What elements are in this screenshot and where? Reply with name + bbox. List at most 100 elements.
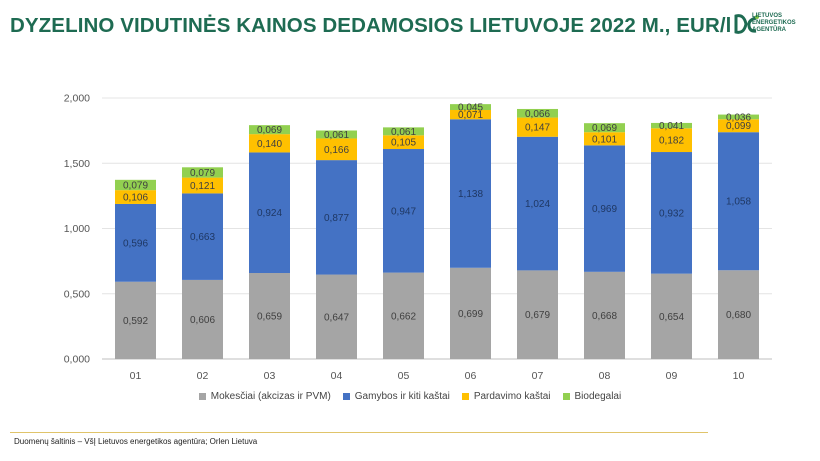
data-label: 0,099 <box>726 121 751 132</box>
bar-segment <box>249 125 290 135</box>
y-tick-label: 0,500 <box>64 288 90 300</box>
x-tick-label: 05 <box>398 370 410 382</box>
footer-divider <box>10 432 708 433</box>
legend-label: Mokesčiai (akcizas ir PVM) <box>210 391 331 402</box>
x-tick-label: 02 <box>197 370 209 382</box>
bar-segment <box>182 193 223 280</box>
data-label: 0,066 <box>525 109 550 120</box>
legend-label: Gamybos ir kiti kaštai <box>354 391 450 402</box>
data-label: 0,061 <box>324 130 349 141</box>
data-label: 0,147 <box>525 123 550 134</box>
bar-segment <box>249 152 290 274</box>
agency-logo <box>734 14 759 34</box>
bar-segment <box>651 273 692 359</box>
chart-legend: Mokesčiai (akcizas ir PVM) Gamybos ir kit… <box>0 391 820 403</box>
legend-item: Biodegalai <box>562 391 622 402</box>
bar-segment <box>115 203 156 282</box>
logo-line: AGENTŪRA <box>752 27 786 33</box>
bar-segment <box>182 177 223 194</box>
x-tick-label: 10 <box>733 370 745 382</box>
data-label: 0,140 <box>257 139 282 150</box>
bar-segment <box>316 138 357 161</box>
bar-segment <box>651 128 692 153</box>
x-tick-label: 01 <box>130 370 142 382</box>
legend-swatch <box>562 393 570 400</box>
bar-segment <box>517 108 558 118</box>
data-label: 0,069 <box>592 123 617 134</box>
data-label: 0,592 <box>123 316 148 327</box>
data-label: 0,101 <box>592 134 617 145</box>
data-label: 0,668 <box>592 311 617 322</box>
legend-label: Biodegalai <box>574 391 622 402</box>
legend-item: Pardavimo kaštai <box>461 391 551 402</box>
bar-segment <box>517 270 558 359</box>
x-tick-label: 08 <box>599 370 611 382</box>
source-note: Duomenų šaltinis – VšĮ Lietuvos energeti… <box>14 437 258 446</box>
data-label: 0,105 <box>391 138 416 149</box>
data-label: 0,045 <box>458 103 483 114</box>
data-label: 0,606 <box>190 315 215 326</box>
stacked-bar-chart: 0,000 0,500 1,000 1,500 2,000 0,592 0,596 0,106… <box>64 93 772 382</box>
data-label: 0,647 <box>324 312 349 323</box>
y-tick-label: 1,500 <box>64 158 90 170</box>
data-label: 0,069 <box>257 125 282 136</box>
legend-swatch <box>342 393 350 400</box>
bar-segment <box>651 122 692 129</box>
bar-segment <box>584 145 625 272</box>
bar-segment <box>584 271 625 359</box>
data-label: 0,680 <box>726 310 751 321</box>
bar-segment <box>584 132 625 146</box>
bar-segment <box>316 160 357 275</box>
logo-text: LIETUVOS ENERGETIKOS AGENTŪRA <box>752 13 796 34</box>
data-label: 0,596 <box>123 238 148 249</box>
data-label: 0,071 <box>458 110 483 121</box>
x-tick-label: 06 <box>465 370 477 382</box>
bar-segment <box>718 119 759 133</box>
data-label: 0,679 <box>525 310 550 321</box>
bar-segment <box>383 272 424 359</box>
data-label: 0,877 <box>324 213 349 224</box>
data-label: 0,041 <box>659 121 684 132</box>
data-label: 0,924 <box>257 208 282 219</box>
data-label: 0,182 <box>659 136 684 147</box>
bar-segment <box>182 167 223 178</box>
page-title: DYZELINO VIDUTINĖS KAINOS DEDAMOSIOS LIE… <box>10 14 732 37</box>
data-label: 0,079 <box>190 168 215 179</box>
data-label: 0,663 <box>190 232 215 243</box>
bar-segment <box>383 149 424 273</box>
data-label: 0,166 <box>324 145 349 156</box>
bar-segment <box>316 274 357 359</box>
data-label: 0,947 <box>391 206 416 217</box>
data-label: 0,061 <box>391 127 416 138</box>
x-tick-label: 03 <box>264 370 276 382</box>
y-tick-label: 1,000 <box>64 223 90 235</box>
bar-segment <box>115 179 156 191</box>
bar-segment <box>115 190 156 204</box>
x-tick-label: 09 <box>666 370 678 382</box>
data-label: 1,058 <box>726 197 751 208</box>
x-tick-label: 04 <box>331 370 343 382</box>
bar-segment <box>316 130 357 139</box>
data-label: 0,121 <box>190 181 215 192</box>
bar-segment <box>383 127 424 136</box>
y-tick-label: 0,000 <box>64 354 90 366</box>
bar-segment <box>182 279 223 359</box>
x-tick-label: 07 <box>532 370 544 382</box>
bar-segment <box>651 152 692 274</box>
legend-label: Pardavimo kaštai <box>473 391 551 402</box>
bar-segment <box>249 134 290 153</box>
legend-swatch <box>461 393 469 400</box>
data-label: 0,106 <box>123 193 148 204</box>
bar-segment <box>115 281 156 359</box>
y-tick-label: 2,000 <box>64 93 90 105</box>
logo-line: LIETUVOS <box>752 13 783 19</box>
bar-segment <box>517 117 558 137</box>
legend-item: Gamybos ir kiti kaštai <box>342 391 450 402</box>
bar-segment <box>718 270 759 359</box>
data-label: 0,969 <box>592 204 617 215</box>
bar-segment <box>718 132 759 271</box>
data-label: 0,699 <box>458 309 483 320</box>
bar-segment <box>517 136 558 271</box>
bar-segment <box>450 119 491 268</box>
bar-segment <box>450 104 491 111</box>
